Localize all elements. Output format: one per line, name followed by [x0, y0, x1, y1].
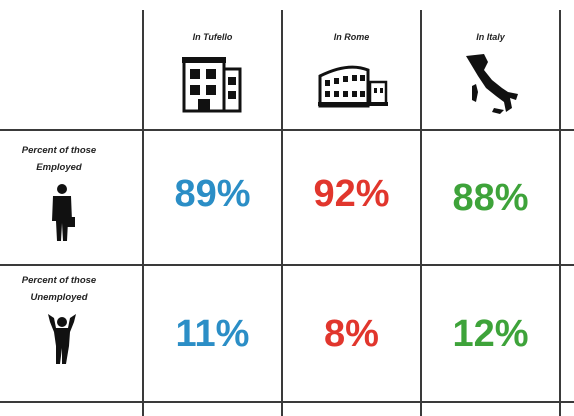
value-cell: 92% [313, 173, 390, 215]
value-cell: 88% [452, 177, 529, 219]
grid-line [281, 10, 283, 416]
unemployed-icon [48, 314, 76, 364]
italy-icon [466, 54, 518, 114]
building-icon [182, 57, 242, 113]
grid-line [0, 264, 574, 266]
row-label: Percent of those [21, 275, 97, 286]
column-header: In Rome [333, 32, 370, 42]
grid-line [0, 129, 574, 131]
value-cell: 11% [175, 313, 250, 355]
value-cell: 8% [324, 313, 379, 355]
grid-line [142, 10, 144, 416]
employed-icon [52, 184, 75, 241]
column-header: In Tufello [192, 32, 233, 42]
grid-line [420, 10, 422, 416]
grid-line [0, 401, 574, 403]
colosseum-icon [318, 65, 388, 108]
grid-line [559, 10, 561, 416]
column-header: In Italy [476, 32, 505, 42]
value-cell: 12% [452, 313, 529, 355]
value-cell: 89% [174, 173, 251, 215]
row-label: Percent of those [21, 145, 97, 156]
row-label: Employed [36, 162, 82, 173]
row-label: Unemployed [30, 292, 88, 303]
